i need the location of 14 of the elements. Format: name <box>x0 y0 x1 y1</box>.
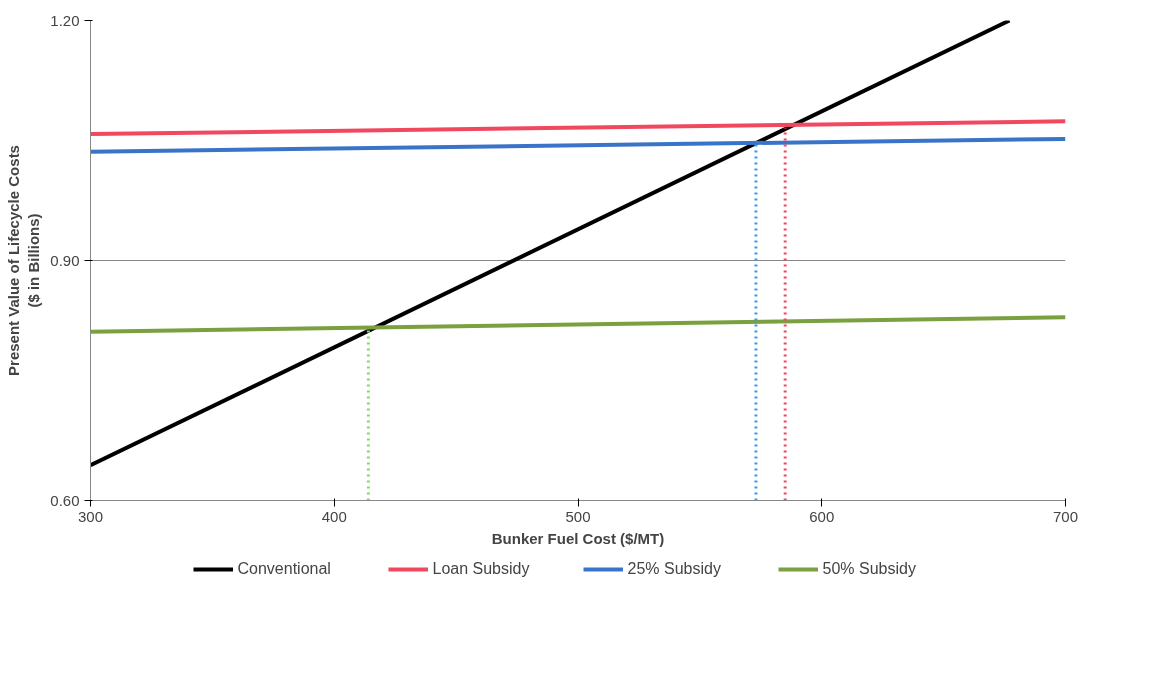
y-tick-label: 0.60 <box>50 491 80 509</box>
legend-label: Loan Subsidy <box>432 560 531 578</box>
y-axis-title: Present Value of Lifecycle Costs ($ in Billions) <box>4 145 43 376</box>
legend-label: 25% Subsidy <box>627 560 722 578</box>
x-tick-label: 400 <box>321 507 347 525</box>
legend-label: Conventional <box>237 560 332 578</box>
legend-label: 50% Subsidy <box>822 560 917 578</box>
x-tick-label: 300 <box>77 507 104 525</box>
x-axis-title: Bunker Fuel Cost ($/MT) <box>491 529 665 547</box>
x-tick-label: 600 <box>809 507 835 525</box>
y-tick-label: 0.90 <box>50 251 80 269</box>
x-tick-label: 700 <box>1052 507 1079 525</box>
y-tick-label: 1.20 <box>50 11 80 29</box>
x-tick-label: 500 <box>565 507 591 525</box>
